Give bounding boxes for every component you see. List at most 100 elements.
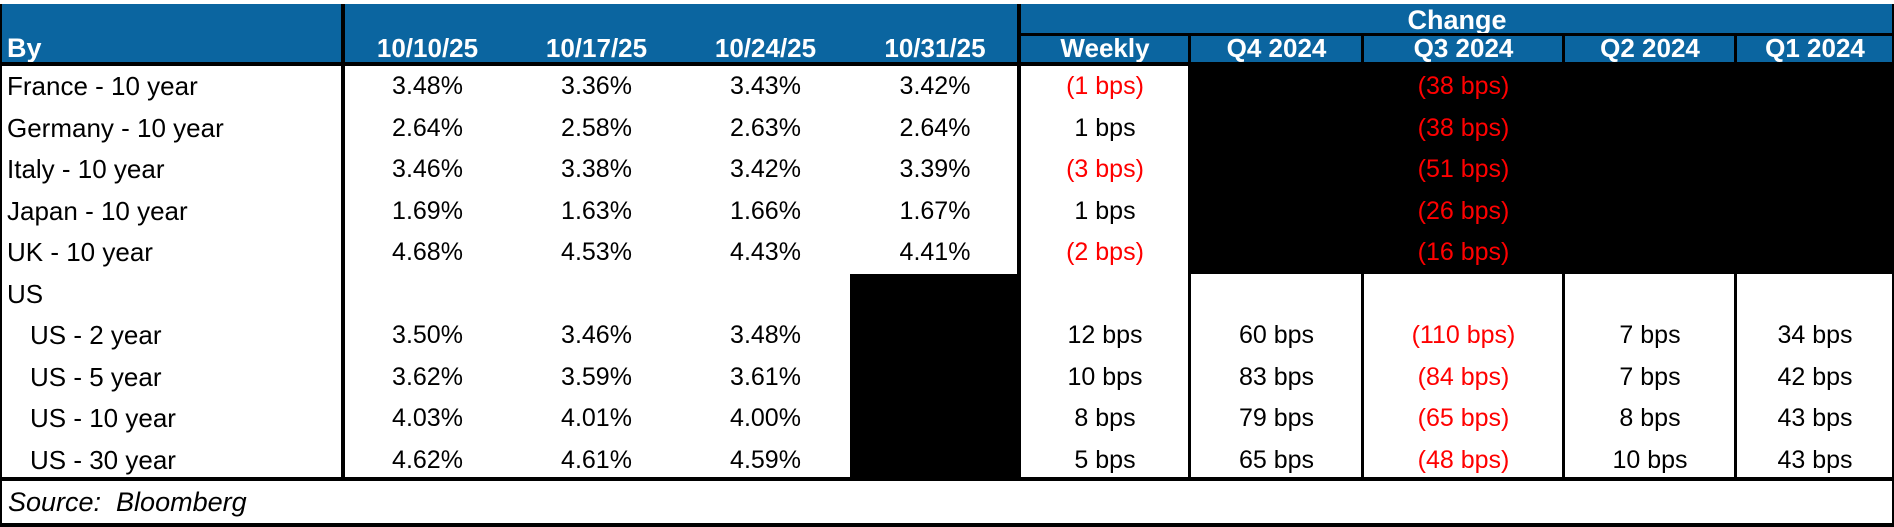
value-cell: 79 bps bbox=[1238, 404, 1315, 432]
value-cell: 1.69% bbox=[392, 196, 463, 225]
row-label: France - 10 year bbox=[7, 71, 198, 101]
value-cell: 3.61% bbox=[730, 362, 801, 391]
value-cell: 34 bps bbox=[1777, 321, 1853, 349]
source-row: Source: Bloomberg bbox=[0, 481, 1894, 523]
value-cell: 2.58% bbox=[561, 113, 632, 142]
row-label: UK - 10 year bbox=[7, 237, 153, 267]
value-cell: (51 bps) bbox=[1417, 155, 1510, 183]
value-cell: 1 bps bbox=[1074, 196, 1136, 225]
column-header-date-1: 10/10/25 bbox=[376, 33, 479, 63]
value-cell: 4.62% bbox=[392, 445, 463, 474]
value-cell: 3.39% bbox=[899, 155, 971, 183]
grid-line bbox=[0, 523, 1894, 527]
value-cell: 7 bps bbox=[1619, 321, 1681, 349]
value-cell bbox=[850, 440, 1020, 482]
value-cell: 1 bps bbox=[1074, 113, 1136, 142]
table-row-us-5yr: US - 5 year 3.62% 3.59% 3.61% 10 bps 83 … bbox=[0, 357, 1894, 399]
value-cell: 3.48% bbox=[730, 321, 801, 349]
value-cell: 42 bps bbox=[1777, 362, 1853, 391]
change-group-header: Change bbox=[1407, 5, 1507, 35]
grid-line bbox=[1361, 33, 1364, 481]
table-row-japan: Japan - 10 year 1.69% 1.63% 1.66% 1.67% … bbox=[0, 191, 1894, 233]
value-cell: 3.50% bbox=[392, 321, 463, 349]
value-cell: (38 bps) bbox=[1417, 72, 1510, 100]
value-cell: 65 bps bbox=[1238, 445, 1315, 474]
value-cell: 4.68% bbox=[392, 238, 463, 266]
grid-line bbox=[341, 4, 345, 481]
value-cell: 4.59% bbox=[730, 445, 801, 474]
value-cell: 3.46% bbox=[561, 321, 632, 349]
row-label: US - 30 year bbox=[30, 444, 176, 475]
value-cell: (48 bps) bbox=[1417, 445, 1510, 474]
value-cell: (26 bps) bbox=[1417, 196, 1510, 225]
value-cell: (1 bps) bbox=[1066, 72, 1144, 100]
value-cell: 8 bps bbox=[1074, 404, 1136, 432]
table-row-us-10yr: US - 10 year 4.03% 4.01% 4.00% 8 bps 79 … bbox=[0, 398, 1894, 440]
source-note: Source: Bloomberg bbox=[8, 487, 247, 517]
grid-line bbox=[0, 477, 1894, 481]
value-cell: 3.42% bbox=[730, 155, 801, 183]
value-cell: 4.61% bbox=[561, 445, 632, 474]
value-cell bbox=[1564, 149, 1736, 191]
value-cell: 3.62% bbox=[392, 362, 463, 391]
grid-line bbox=[1734, 33, 1737, 481]
column-header-q1-2024: Q1 2024 bbox=[1765, 33, 1865, 63]
row-label: Germany - 10 year bbox=[7, 112, 224, 143]
value-cell: 2.64% bbox=[899, 113, 971, 142]
row-label: US - 10 year bbox=[30, 403, 176, 433]
value-cell bbox=[1736, 66, 1894, 108]
redacted-cell-block-10-31 bbox=[850, 273, 1020, 481]
column-header-q3-2024: Q3 2024 bbox=[1413, 33, 1514, 63]
value-cell: 4.00% bbox=[730, 404, 801, 432]
value-cell: 4.01% bbox=[561, 404, 632, 432]
value-cell: 12 bps bbox=[1067, 321, 1143, 349]
column-header-by: By bbox=[7, 33, 42, 63]
value-cell: 5 bps bbox=[1074, 445, 1136, 474]
grid-line bbox=[1892, 4, 1894, 527]
value-cell bbox=[1190, 191, 1363, 233]
table-row-us-30yr: US - 30 year 4.62% 4.61% 4.59% 5 bps 65 … bbox=[0, 440, 1894, 482]
value-cell bbox=[1190, 108, 1363, 150]
value-cell bbox=[850, 315, 1020, 357]
value-cell: 2.64% bbox=[392, 113, 463, 142]
table-row-germany: Germany - 10 year 2.64% 2.58% 2.63% 2.64… bbox=[0, 108, 1894, 150]
row-label: Italy - 10 year bbox=[7, 154, 165, 184]
column-header-q4-2024: Q4 2024 bbox=[1226, 33, 1327, 63]
column-header-date-2: 10/17/25 bbox=[545, 33, 648, 63]
value-cell: 43 bps bbox=[1777, 445, 1853, 474]
value-cell bbox=[1736, 191, 1894, 233]
value-cell: 1.66% bbox=[730, 196, 801, 225]
column-header-date-4: 10/31/25 bbox=[884, 33, 986, 63]
value-cell: 3.43% bbox=[730, 72, 801, 100]
value-cell: 2.63% bbox=[730, 113, 801, 142]
row-label: US bbox=[7, 278, 44, 309]
value-cell: 4.43% bbox=[730, 238, 801, 266]
value-cell: 60 bps bbox=[1238, 321, 1315, 349]
value-cell bbox=[1564, 191, 1736, 233]
value-cell bbox=[1190, 149, 1363, 191]
value-cell: (38 bps) bbox=[1417, 113, 1510, 142]
row-label: US - 2 year bbox=[30, 320, 162, 350]
value-cell: 3.36% bbox=[561, 72, 632, 100]
row-label: US - 5 year bbox=[30, 361, 162, 392]
value-cell: 43 bps bbox=[1777, 404, 1853, 432]
table-row-us-section: US bbox=[0, 274, 1894, 316]
value-cell: 10 bps bbox=[1612, 445, 1688, 474]
column-header-weekly: Weekly bbox=[1060, 33, 1150, 63]
value-cell: 3.38% bbox=[561, 155, 632, 183]
value-cell: 3.42% bbox=[899, 72, 971, 100]
table-row-france: France - 10 year 3.48% 3.36% 3.43% 3.42%… bbox=[0, 66, 1894, 108]
value-cell bbox=[1190, 232, 1363, 274]
grid-line bbox=[1188, 33, 1191, 481]
value-cell bbox=[1564, 66, 1736, 108]
value-cell: (16 bps) bbox=[1417, 238, 1510, 266]
value-cell: 8 bps bbox=[1619, 404, 1681, 432]
value-cell: 83 bps bbox=[1238, 362, 1315, 391]
value-cell bbox=[1736, 108, 1894, 150]
grid-line bbox=[1562, 33, 1565, 481]
value-cell: 1.63% bbox=[561, 196, 632, 225]
value-cell: 7 bps bbox=[1619, 362, 1681, 391]
value-cell: (2 bps) bbox=[1066, 238, 1144, 266]
value-cell bbox=[850, 357, 1020, 399]
